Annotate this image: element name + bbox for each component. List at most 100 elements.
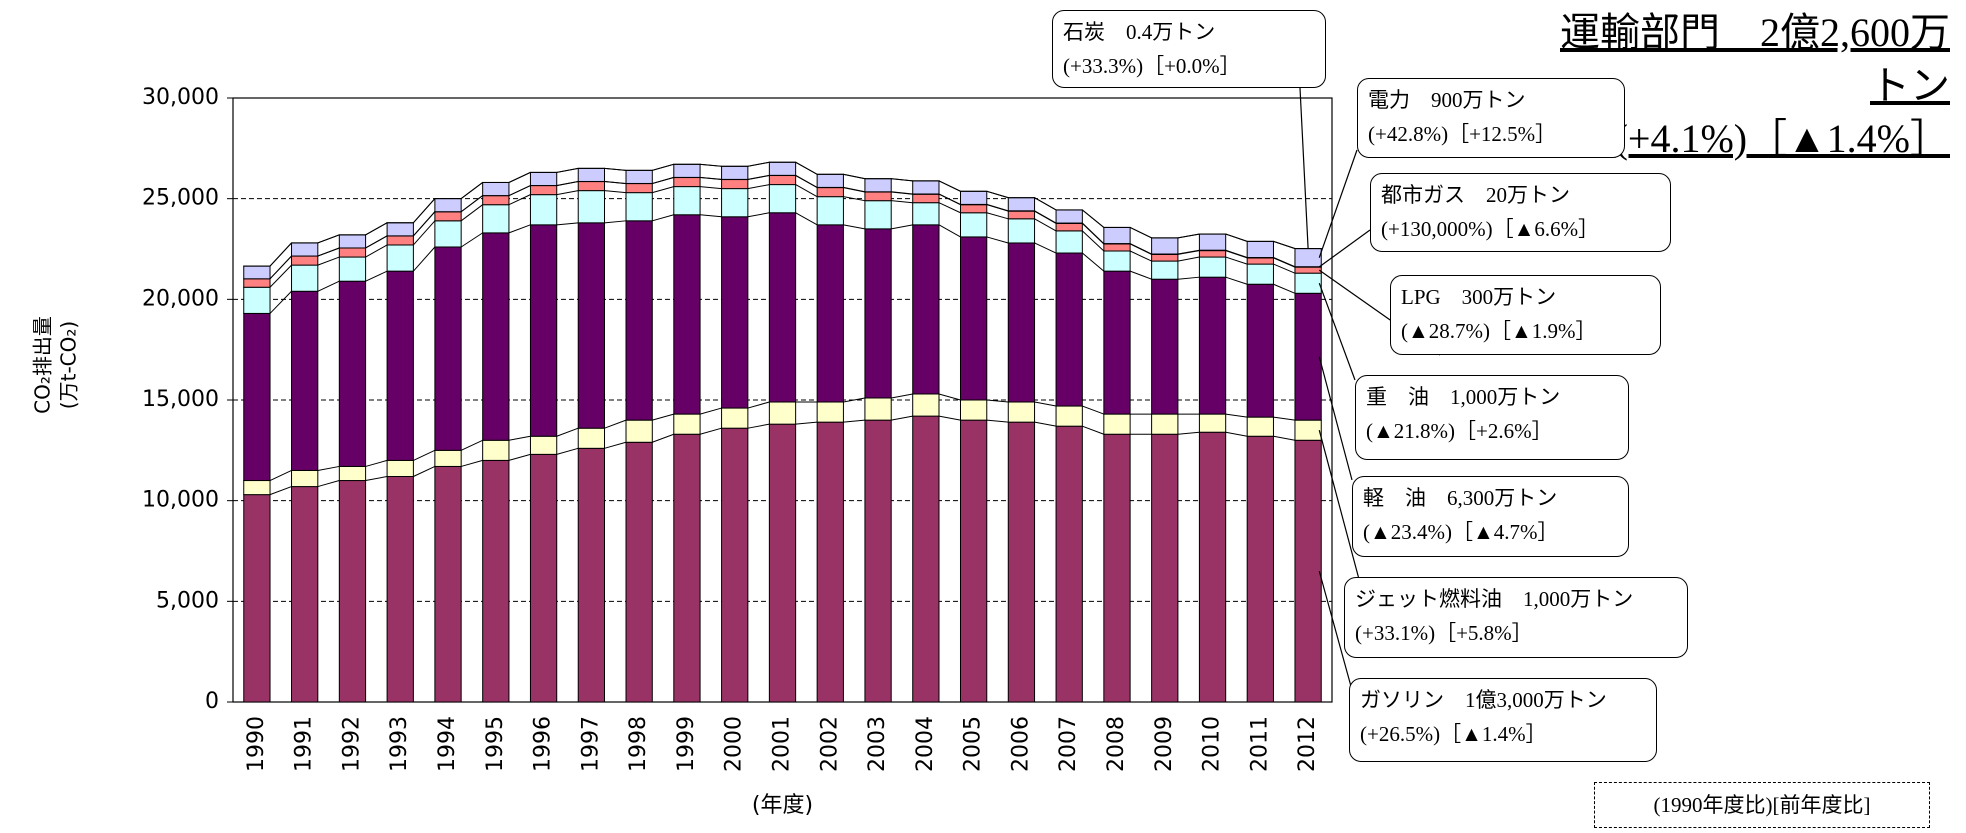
series-line	[986, 190, 1009, 199]
series-line	[604, 190, 627, 194]
bar-segment	[1294, 419, 1322, 441]
series-line	[843, 419, 865, 423]
series-line	[747, 161, 770, 167]
x-tick-label: 1991	[292, 716, 317, 772]
series-line	[365, 476, 388, 482]
series-line	[1129, 226, 1152, 239]
series-line	[604, 419, 627, 429]
series-line	[986, 419, 1009, 423]
callout: 石炭 0.4万トン (+33.3%)［+0.0%］	[1052, 10, 1326, 88]
x-tick-label: 2006	[1008, 716, 1033, 772]
series-line	[891, 224, 913, 230]
series-line	[843, 224, 866, 230]
x-tick-label: 1993	[387, 716, 412, 772]
x-tick-label: 2004	[913, 716, 938, 772]
series-line	[891, 200, 913, 204]
callout-text: 電力 900万トン	[1368, 88, 1526, 112]
bar-segment	[768, 423, 797, 703]
series-line	[1082, 425, 1105, 435]
series-line	[1273, 263, 1296, 274]
series-line	[556, 222, 579, 226]
series-line	[747, 423, 770, 429]
bar-segment	[1007, 401, 1036, 423]
bar-segment	[768, 212, 797, 403]
bar-segment	[434, 449, 462, 467]
series-line	[938, 193, 961, 205]
callout-change: (+33.3%)［+0.0%］	[1063, 54, 1241, 78]
bar-segment	[1198, 250, 1227, 258]
series-line	[1034, 401, 1057, 407]
bar-segment	[721, 427, 749, 703]
bar-segment	[768, 184, 797, 214]
series-line	[652, 214, 674, 222]
x-tick-label: 2008	[1104, 716, 1129, 772]
series-line	[795, 161, 818, 175]
bar-segment	[1007, 421, 1036, 703]
bar-segment	[482, 195, 510, 206]
title-block: 運輸部門 2億2,600万トン (+4.1%)［▲1.4%］	[1560, 6, 1950, 165]
bar-segment	[1055, 209, 1083, 224]
bar-segment	[959, 419, 988, 703]
series-line	[1177, 249, 1200, 255]
callout-text: 重 油 1,000万トン	[1366, 385, 1561, 409]
bar-segment	[291, 264, 319, 292]
x-tick-label: 2009	[1152, 716, 1177, 772]
callout-text: 都市ガス 20万トン	[1381, 183, 1570, 207]
x-tick-label: 1999	[674, 716, 699, 772]
bar-segment	[816, 224, 844, 403]
series-line	[508, 171, 531, 183]
bar-segment	[1103, 226, 1131, 245]
bar-segment	[577, 167, 606, 182]
series-line	[1081, 230, 1105, 252]
bar-segment	[1103, 433, 1131, 703]
bar-segment	[912, 193, 940, 204]
series-line	[413, 198, 436, 224]
series-line	[317, 480, 340, 488]
series-line	[795, 421, 818, 425]
series-line	[986, 236, 1009, 244]
bar-segment	[625, 169, 653, 184]
series-line	[604, 220, 627, 224]
bar-segment	[1294, 439, 1322, 703]
series-line	[604, 167, 627, 171]
bar-segment	[1055, 230, 1083, 254]
y-axis-label: CO₂排出量	[31, 316, 55, 414]
series-line	[1081, 222, 1105, 244]
bar-segment	[243, 286, 271, 314]
series-line	[365, 222, 388, 236]
bar-segment	[912, 415, 940, 703]
x-tick-label: 2011	[1247, 716, 1272, 772]
bar-segment	[625, 220, 653, 421]
series-line	[461, 459, 483, 467]
bar-segment	[338, 234, 367, 249]
series-line	[795, 174, 818, 188]
series-line	[1225, 276, 1248, 285]
bar-segment	[386, 235, 414, 246]
callout-change: (▲23.4%)［▲4.7%］	[1363, 520, 1559, 544]
bar-segment	[721, 407, 749, 429]
bar-segment	[912, 202, 940, 226]
y-tick-label: 5,000	[156, 588, 219, 613]
note: (1990年度比)[前年度比]	[1594, 782, 1930, 828]
series-line	[317, 465, 340, 471]
series-line	[604, 180, 627, 184]
bar-segment	[386, 459, 414, 478]
series-line	[1273, 257, 1296, 268]
bar-segment	[912, 224, 940, 395]
bar-segment	[243, 265, 271, 280]
callout-change: (▲28.7%)［▲1.9%］	[1401, 319, 1597, 343]
x-tick-label: 2012	[1295, 716, 1320, 772]
series-line	[317, 234, 340, 244]
bar-segment	[1103, 243, 1131, 252]
bar-segment	[959, 236, 988, 401]
callout-leader	[1318, 570, 1353, 691]
series-line	[317, 280, 340, 292]
callout: 電力 900万トン (+42.8%)［+12.5%］	[1357, 78, 1625, 158]
bar-segment	[721, 165, 749, 180]
y-tick-label: 20,000	[142, 286, 219, 311]
bar-segment	[816, 173, 844, 188]
bar-segment	[673, 214, 701, 415]
x-tick-label: 2001	[770, 716, 795, 772]
series-line	[413, 465, 436, 477]
